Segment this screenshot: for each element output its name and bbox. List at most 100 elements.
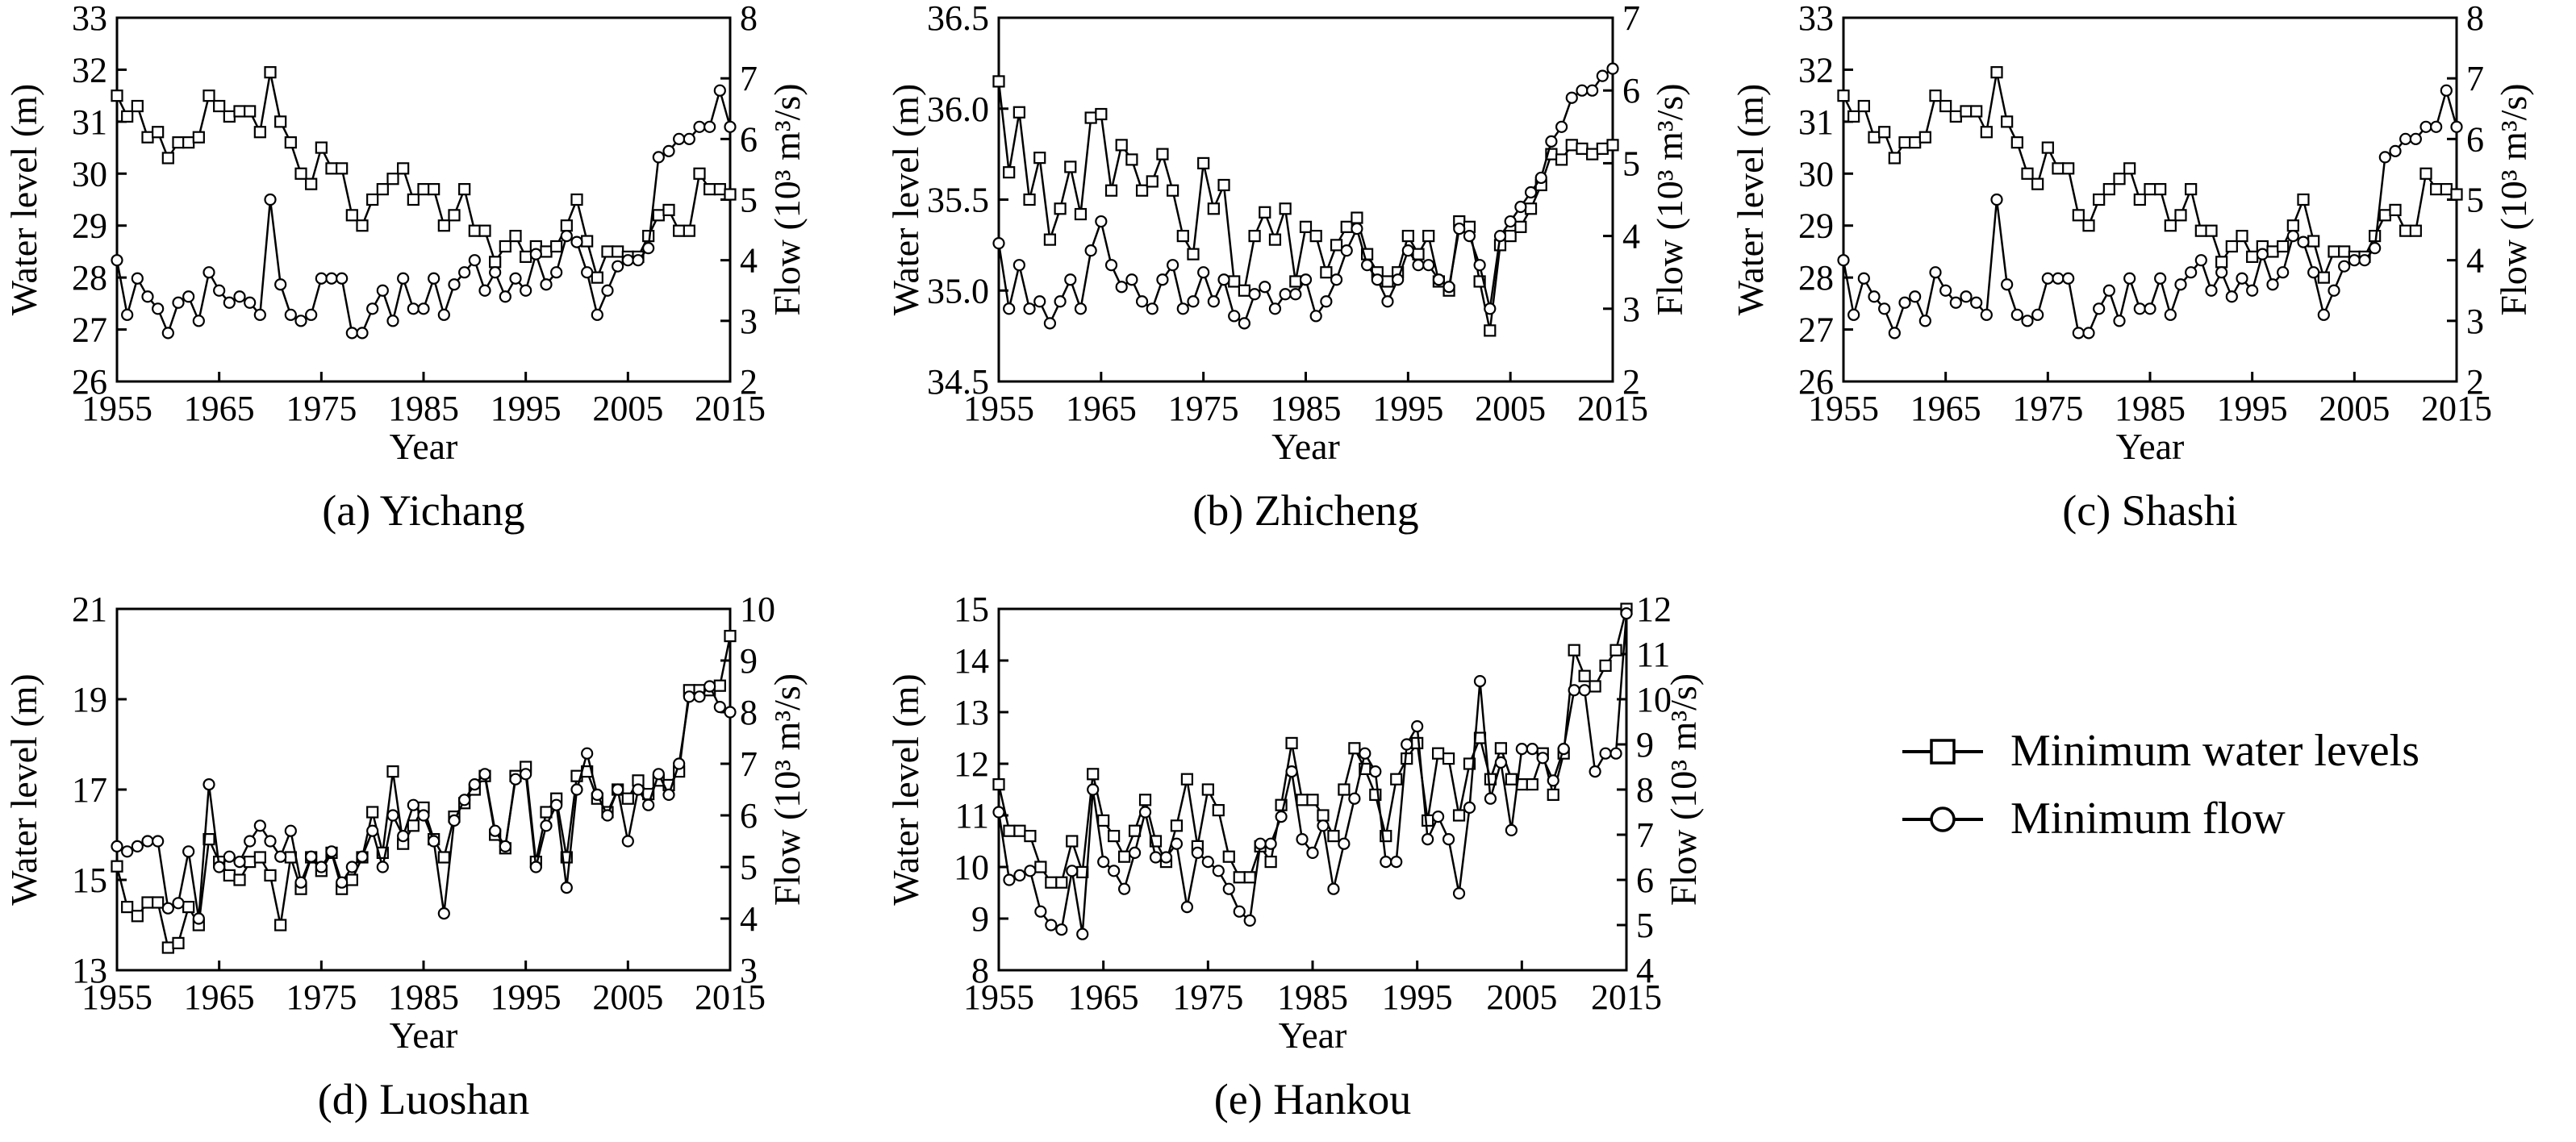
x-axis-label: Year bbox=[390, 426, 458, 467]
data-point-square bbox=[213, 99, 226, 113]
data-point-square bbox=[1003, 824, 1016, 837]
data-point-circle bbox=[478, 768, 491, 781]
data-point-circle bbox=[274, 850, 287, 863]
data-point-circle bbox=[1411, 719, 1424, 733]
y-tick-label-left: 29 bbox=[72, 206, 107, 246]
y-tick-label-right: 4 bbox=[1622, 217, 1640, 256]
data-point-circle bbox=[376, 861, 389, 873]
data-point-circle bbox=[1299, 273, 1313, 286]
data-point-square bbox=[161, 152, 174, 165]
data-point-square bbox=[693, 167, 706, 180]
data-point-circle bbox=[1351, 222, 1363, 235]
data-point-circle bbox=[703, 680, 716, 693]
data-point-square bbox=[2225, 240, 2238, 253]
data-point-circle bbox=[152, 835, 165, 848]
panel-caption: (b) Zhicheng bbox=[1192, 486, 1418, 535]
data-point-circle bbox=[1003, 873, 1016, 886]
data-point-square bbox=[202, 90, 215, 102]
data-point-square bbox=[325, 162, 338, 175]
data-point-circle bbox=[1888, 327, 1901, 340]
data-point-circle bbox=[2194, 254, 2207, 267]
data-point-circle bbox=[713, 84, 726, 97]
data-point-circle bbox=[683, 690, 695, 703]
data-point-circle bbox=[2317, 308, 2330, 321]
data-point-square bbox=[1340, 220, 1353, 233]
data-point-square bbox=[2093, 193, 2106, 206]
data-point-square bbox=[1228, 275, 1241, 288]
data-point-circle bbox=[315, 272, 328, 285]
series-line bbox=[1842, 71, 2457, 279]
y-axis-label-right: Flow (10³ m³/s) bbox=[766, 83, 808, 315]
data-point-square bbox=[1074, 207, 1088, 221]
data-point-circle bbox=[2041, 272, 2054, 285]
y-axis-label-left: Water level (m) bbox=[1730, 84, 1771, 315]
x-tick-label: 1965 bbox=[1910, 389, 1981, 428]
data-point-square bbox=[1348, 742, 1361, 755]
data-point-circle bbox=[693, 690, 706, 703]
data-point-circle bbox=[1212, 865, 1225, 877]
x-tick-label: 2005 bbox=[1475, 389, 1546, 428]
data-point-square bbox=[161, 941, 174, 954]
data-point-circle bbox=[642, 242, 655, 255]
data-point-circle bbox=[509, 272, 522, 285]
data-point-circle bbox=[274, 278, 287, 291]
data-point-square bbox=[294, 167, 307, 180]
data-point-circle bbox=[529, 861, 542, 873]
data-point-circle bbox=[2174, 278, 2187, 291]
data-point-circle bbox=[673, 757, 686, 770]
data-point-circle bbox=[1878, 302, 1891, 315]
data-point-square bbox=[121, 900, 134, 914]
data-point-square bbox=[111, 90, 123, 102]
data-point-square bbox=[1125, 153, 1138, 166]
data-point-circle bbox=[1589, 765, 1601, 778]
data-point-circle bbox=[2052, 272, 2065, 285]
data-point-circle bbox=[570, 235, 583, 248]
data-point-square bbox=[1055, 876, 1068, 889]
plot-frame bbox=[1842, 16, 2458, 383]
data-point-square bbox=[223, 869, 236, 882]
data-point-circle bbox=[1536, 752, 1549, 765]
data-point-circle bbox=[1054, 295, 1067, 308]
data-point-square bbox=[1596, 142, 1609, 155]
data-point-circle bbox=[336, 876, 349, 889]
data-point-circle bbox=[2001, 278, 2014, 291]
data-point-square bbox=[560, 219, 573, 232]
y-tick-label-right: 5 bbox=[1636, 906, 1654, 945]
data-point-square bbox=[111, 860, 123, 873]
data-point-square bbox=[1248, 230, 1261, 243]
data-point-circle bbox=[1847, 308, 1860, 321]
y-tick-label-left: 35.0 bbox=[927, 271, 989, 311]
series-flow bbox=[111, 680, 737, 925]
data-point-circle bbox=[1401, 244, 1414, 257]
data-point-circle bbox=[223, 296, 236, 309]
y-axis-label-left: Water level (m) bbox=[3, 673, 44, 905]
data-point-square bbox=[1146, 175, 1159, 188]
data-point-circle bbox=[1929, 266, 1942, 279]
data-point-circle bbox=[264, 835, 277, 848]
data-point-circle bbox=[2123, 272, 2136, 285]
data-point-square bbox=[1095, 107, 1108, 121]
data-point-square bbox=[274, 919, 287, 932]
data-point-square bbox=[2307, 235, 2320, 248]
data-point-square bbox=[386, 173, 399, 185]
data-point-square bbox=[244, 855, 257, 869]
data-point-circle bbox=[1484, 302, 1497, 315]
data-point-square bbox=[1285, 736, 1298, 750]
data-point-square bbox=[1494, 742, 1508, 755]
data-point-circle bbox=[397, 829, 410, 843]
data-point-square bbox=[509, 230, 522, 243]
data-point-circle bbox=[550, 798, 563, 811]
data-point-circle bbox=[366, 302, 379, 315]
data-point-circle bbox=[703, 120, 716, 133]
data-point-circle bbox=[1949, 296, 1962, 309]
data-point-circle bbox=[356, 850, 369, 863]
data-point-circle bbox=[325, 272, 338, 285]
data-point-square bbox=[1837, 90, 1850, 102]
data-point-square bbox=[1187, 248, 1200, 260]
data-point-circle bbox=[642, 798, 655, 811]
y-tick-label-right: 6 bbox=[1636, 861, 1654, 900]
data-point-square bbox=[1909, 136, 1922, 149]
data-point-circle bbox=[1596, 69, 1609, 82]
data-point-circle bbox=[2205, 284, 2218, 297]
data-point-square bbox=[437, 851, 450, 864]
